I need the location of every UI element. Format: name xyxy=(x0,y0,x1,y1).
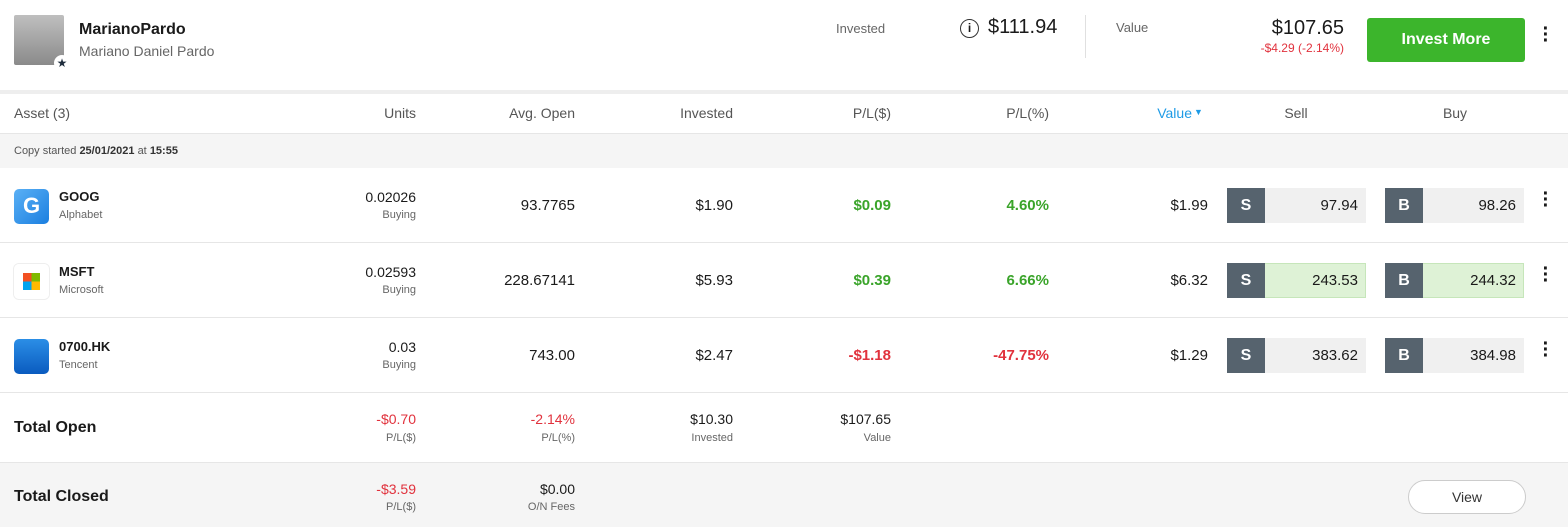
asset-name: Microsoft xyxy=(59,284,104,296)
divider xyxy=(1085,15,1086,58)
value: $6.32 xyxy=(1170,272,1208,289)
sort-arrow: ▼ xyxy=(1194,107,1203,117)
sell-button[interactable]: S xyxy=(1227,263,1265,298)
more-menu[interactable]: · · · xyxy=(1542,18,1550,52)
username: MarianoPardo xyxy=(79,21,186,38)
pl-amount: $0.39 xyxy=(853,272,891,289)
header-separator xyxy=(0,90,1568,94)
pl-amount: $0.09 xyxy=(853,197,891,214)
row-border xyxy=(0,133,1568,134)
units: 0.02593 xyxy=(365,264,416,280)
row-border xyxy=(0,317,1568,318)
total-closed-pl: -$3.59 xyxy=(376,481,416,497)
asset-symbol: GOOG xyxy=(59,189,100,204)
column-header: Sell xyxy=(1284,105,1308,121)
row-menu[interactable]: · · · xyxy=(1542,183,1550,217)
buy-button[interactable]: B xyxy=(1385,188,1423,223)
star-badge: ★ xyxy=(54,55,70,71)
units: 0.03 xyxy=(388,339,416,355)
invest-more-button[interactable]: Invest More xyxy=(1367,18,1525,62)
sell-button[interactable]: S xyxy=(1227,338,1265,373)
value-amount: $107.65 xyxy=(1271,17,1344,39)
copy-started-time: 15:55 xyxy=(149,145,178,157)
column-header: Invested xyxy=(680,105,733,121)
asset-symbol: MSFT xyxy=(59,264,95,279)
buy-button[interactable]: B xyxy=(1385,338,1423,373)
row-border xyxy=(0,392,1568,393)
buy-button[interactable]: B xyxy=(1385,263,1423,298)
units: 0.02026 xyxy=(365,189,416,205)
row-border xyxy=(0,242,1568,243)
sell-button[interactable]: S xyxy=(1227,188,1265,223)
units-note: Buying xyxy=(382,359,416,371)
total-open-invested: $10.30 xyxy=(690,411,733,427)
total-open-pl-label: P/L($) xyxy=(386,432,416,444)
avg-open: 743.00 xyxy=(529,347,575,364)
asset-logo xyxy=(14,339,49,374)
invested: $1.90 xyxy=(695,197,733,214)
copy-started-date: 25/01/2021 xyxy=(79,145,135,157)
total-open-pl_pct-label: P/L(%) xyxy=(541,432,575,444)
total-closed-fees-label: O/N Fees xyxy=(527,501,575,513)
copy-started-prefix: Copy started xyxy=(14,145,77,157)
row-menu[interactable]: · · · xyxy=(1542,333,1550,367)
value-label: Value xyxy=(1116,20,1149,35)
column-header: Buy xyxy=(1442,105,1468,121)
sell-price: 383.62 xyxy=(1312,347,1358,364)
invested: $2.47 xyxy=(695,347,733,364)
column-header: Asset (3) xyxy=(14,105,71,121)
column-header: P/L($) xyxy=(852,105,891,121)
avg-open: 93.7765 xyxy=(520,197,575,214)
pl-percent: 6.66% xyxy=(1006,272,1049,289)
units-note: Buying xyxy=(382,209,416,221)
column-header: P/L(%) xyxy=(1006,105,1049,121)
total-closed-pl-label: P/L($) xyxy=(386,501,416,513)
pl-amount: -$1.18 xyxy=(848,347,891,364)
total-closed-label: Total Closed xyxy=(14,488,109,505)
units-note: Buying xyxy=(382,284,416,296)
total-open-pl: -$0.70 xyxy=(376,411,416,427)
total-closed-fees: $0.00 xyxy=(539,481,575,497)
asset-logo xyxy=(14,264,49,299)
copy-started: Copy started 25/01/2021 at 15:55 xyxy=(14,145,178,157)
total-open-value-label: Value xyxy=(863,432,891,444)
column-header-sorted[interactable]: Value xyxy=(1157,105,1192,121)
view-button[interactable]: View xyxy=(1408,480,1526,514)
invested-amount: $111.94 xyxy=(988,16,1058,38)
column-header: Avg. Open xyxy=(509,105,575,121)
pl-percent: -47.75% xyxy=(993,347,1049,364)
info-icon[interactable]: i xyxy=(960,19,979,38)
total-closed-bar xyxy=(0,462,1568,527)
total-open-invested-label: Invested xyxy=(691,432,733,444)
sell-price: 97.94 xyxy=(1320,197,1358,214)
buy-price: 244.32 xyxy=(1470,272,1516,289)
pl-percent: 4.60% xyxy=(1006,197,1049,214)
avg-open: 228.67141 xyxy=(504,272,575,289)
asset-name: Tencent xyxy=(59,359,98,371)
row-menu[interactable]: · · · xyxy=(1542,258,1550,292)
asset-symbol: 0700.HK xyxy=(59,339,111,354)
full-name: Mariano Daniel Pardo xyxy=(79,43,215,59)
asset-logo: G xyxy=(14,189,49,224)
copy-started-bar xyxy=(0,134,1568,168)
value-change: -$4.29 (-2.14%) xyxy=(1260,41,1344,55)
value: $1.29 xyxy=(1170,347,1208,364)
invested-label: Invested xyxy=(836,21,886,36)
asset-name: Alphabet xyxy=(59,209,103,221)
total-open-pl_pct: -2.14% xyxy=(530,411,575,427)
total-open-value: $107.65 xyxy=(840,411,891,427)
column-header: Units xyxy=(384,105,416,121)
buy-price: 384.98 xyxy=(1470,347,1516,364)
value: $1.99 xyxy=(1170,197,1208,214)
sell-price: 243.53 xyxy=(1312,272,1358,289)
buy-price: 98.26 xyxy=(1478,197,1516,214)
total-open-label: Total Open xyxy=(14,419,97,436)
invested: $5.93 xyxy=(695,272,733,289)
copy-started-at: at xyxy=(137,145,147,157)
